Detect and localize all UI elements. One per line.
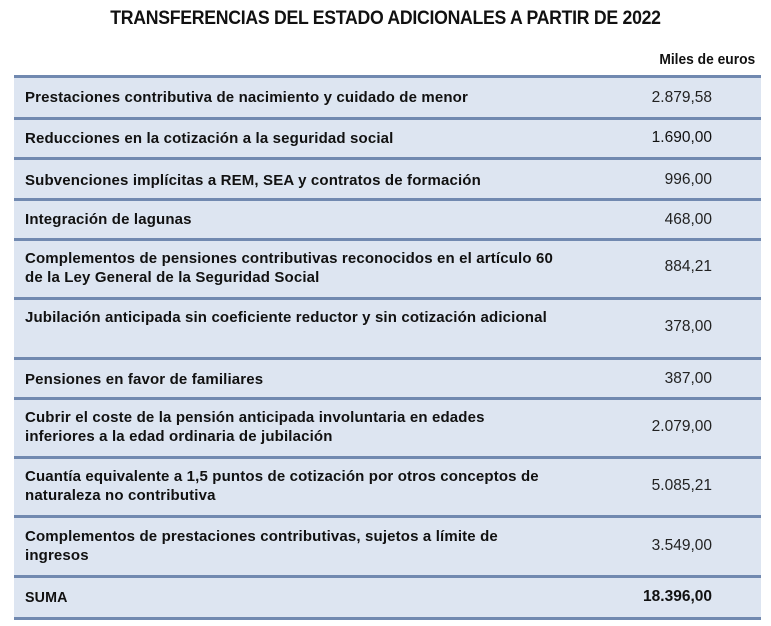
row-value: 378,00	[664, 318, 712, 335]
row-value: 1.690,00	[651, 129, 712, 146]
row-value: 2.879,58	[651, 89, 712, 106]
table-row: Complementos de pensiones contributivas …	[14, 238, 761, 297]
row-label: Complementos de pensiones contributivas …	[25, 250, 553, 286]
row-value: 3.549,00	[651, 537, 712, 554]
table-row: Subvenciones implícitas a REM, SEA y con…	[14, 157, 761, 198]
row-value: 468,00	[664, 211, 712, 228]
table-title: TRANSFERENCIAS DEL ESTADO ADICIONALES A …	[110, 8, 661, 29]
table-row: Reducciones en la cotización a la seguri…	[14, 117, 761, 157]
row-value: 996,00	[664, 171, 712, 188]
row-label: Subvenciones implícitas a REM, SEA y con…	[25, 172, 481, 189]
row-label: Prestaciones contributiva de nacimiento …	[25, 89, 468, 106]
row-label: Cuantía equivalente a 1,5 puntos de coti…	[25, 468, 539, 504]
total-row: SUMA 18.396,00	[14, 575, 761, 620]
units-label: Miles de euros	[659, 51, 755, 68]
table-row: Pensiones en favor de familiares 387,00	[14, 357, 761, 397]
table-row: Complementos de prestaciones contributiv…	[14, 515, 761, 575]
row-value: 2.079,00	[651, 418, 712, 435]
row-value: 387,00	[664, 370, 712, 387]
row-label: Reducciones en la cotización a la seguri…	[25, 130, 394, 147]
total-label: SUMA	[25, 589, 68, 606]
row-label: Complementos de prestaciones contributiv…	[25, 528, 498, 564]
row-label: Pensiones en favor de familiares	[25, 371, 264, 388]
row-label: Integración de lagunas	[25, 211, 192, 228]
table-row: Cubrir el coste de la pensión anticipada…	[14, 397, 761, 456]
row-label: Jubilación anticipada sin coeficiente re…	[25, 309, 547, 326]
table-row: Jubilación anticipada sin coeficiente re…	[14, 297, 761, 357]
total-value: 18.396,00	[643, 588, 712, 605]
table-row: Cuantía equivalente a 1,5 puntos de coti…	[14, 456, 761, 515]
table-row: Integración de lagunas 468,00	[14, 198, 761, 238]
row-label: Cubrir el coste de la pensión anticipada…	[25, 409, 485, 445]
table-row: Prestaciones contributiva de nacimiento …	[14, 75, 761, 117]
row-value: 5.085,21	[651, 477, 712, 494]
row-value: 884,21	[664, 258, 712, 275]
